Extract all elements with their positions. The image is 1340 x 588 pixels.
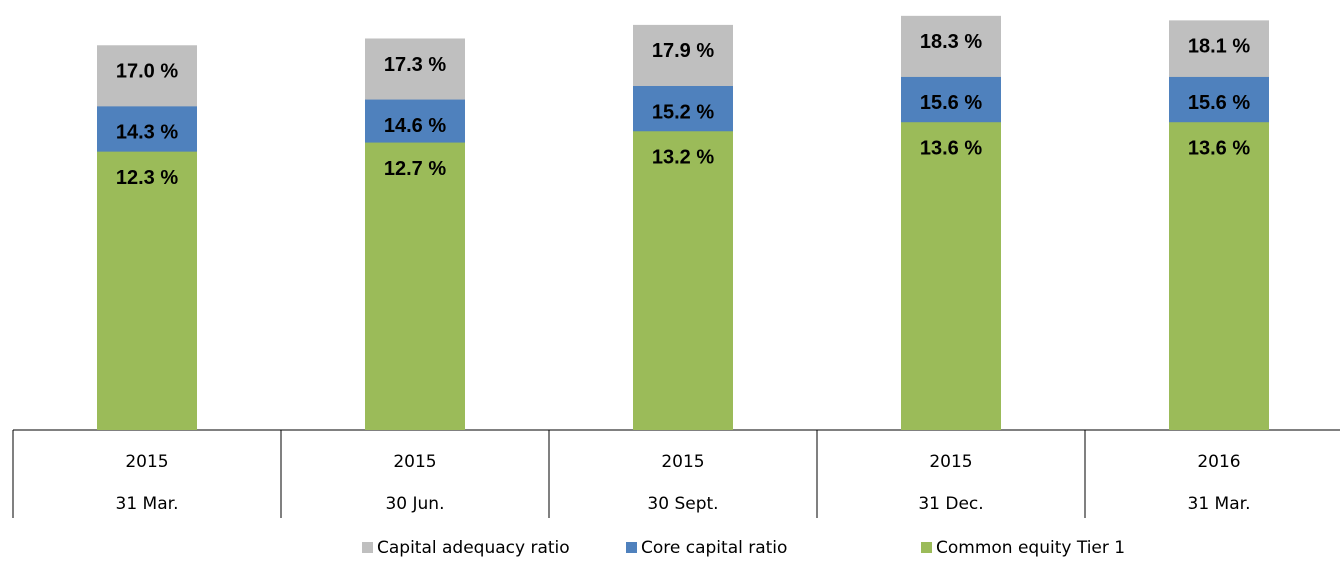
legend-label: Common equity Tier 1 — [936, 538, 1125, 558]
x-tick-label: 2015 — [125, 452, 168, 472]
legend-swatch — [626, 542, 637, 553]
legend-label: Capital adequacy ratio — [377, 538, 570, 558]
x-tick-label: 31 Dec. — [918, 494, 983, 514]
bar — [365, 142, 465, 430]
x-tick-label: 2015 — [929, 452, 972, 472]
x-tick-label: 2016 — [1197, 452, 1240, 472]
value-label: 18.1 % — [1188, 36, 1250, 58]
bar — [97, 151, 197, 430]
value-label: 12.3 % — [116, 167, 178, 189]
value-label: 18.3 % — [920, 31, 982, 53]
bar — [1169, 122, 1269, 431]
value-label: 15.6 % — [1188, 92, 1250, 114]
value-label: 13.6 % — [1188, 137, 1250, 159]
value-label: 13.6 % — [920, 137, 982, 159]
x-tick-label: 2015 — [661, 452, 704, 472]
value-label: 14.3 % — [116, 122, 178, 144]
value-label: 12.7 % — [384, 158, 446, 180]
value-label: 17.0 % — [116, 61, 178, 83]
value-label: 15.6 % — [920, 92, 982, 114]
x-tick-label: 2015 — [393, 452, 436, 472]
bar — [633, 131, 733, 430]
x-tick-label: 30 Sept. — [647, 494, 718, 514]
value-label: 13.2 % — [652, 147, 714, 169]
value-label: 15.2 % — [652, 101, 714, 123]
value-label: 17.3 % — [384, 54, 446, 76]
legend-label: Core capital ratio — [641, 538, 787, 558]
value-label: 14.6 % — [384, 115, 446, 137]
x-tick-label: 31 Mar. — [116, 494, 179, 514]
bar — [901, 122, 1001, 431]
legend-swatch — [921, 542, 932, 553]
x-tick-label: 30 Jun. — [385, 494, 444, 514]
x-tick-label: 31 Mar. — [1188, 494, 1251, 514]
legend-swatch — [362, 542, 373, 553]
value-label: 17.9 % — [652, 40, 714, 62]
